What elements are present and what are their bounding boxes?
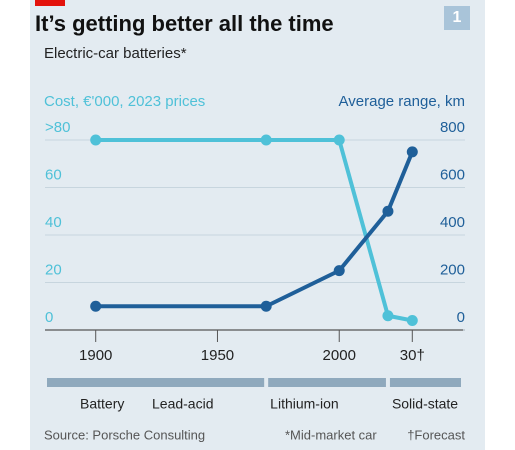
point	[90, 300, 102, 312]
y2-tick-label: 200	[440, 261, 465, 278]
point	[382, 310, 394, 322]
point	[382, 205, 394, 217]
point	[406, 146, 418, 158]
period-label: Solid-state	[392, 396, 458, 412]
period-bar	[47, 378, 265, 387]
footnote: †Forecast	[407, 427, 465, 442]
y-tick-label: >80	[45, 119, 70, 136]
period-bar	[268, 378, 386, 387]
y-tick-label: 20	[45, 261, 62, 278]
y-tick-label: 40	[45, 214, 62, 231]
x-tick-label: 30†	[400, 347, 425, 364]
footnote: *Mid-market car	[285, 427, 377, 442]
x-tick-label: 2000	[323, 347, 356, 364]
chart-subtitle: Electric-car batteries*	[44, 45, 187, 62]
point	[260, 134, 272, 146]
y-tick-label: 0	[45, 309, 53, 326]
y2-tick-label: 0	[457, 309, 465, 326]
period-bar	[389, 378, 461, 387]
point	[333, 265, 345, 277]
chart-number-box	[444, 6, 470, 30]
chart-title: It’s getting better all the time	[35, 11, 334, 36]
source: Source: Porsche Consulting	[44, 427, 205, 442]
technology-label: Battery	[80, 396, 124, 412]
point	[90, 134, 102, 146]
period-label: Lead-acid	[152, 396, 214, 412]
y-tick-label: 60	[45, 166, 62, 183]
x-tick-label: 1950	[201, 347, 234, 364]
chart-number: 1	[453, 9, 462, 26]
point	[406, 315, 418, 326]
y2-tick-label: 400	[440, 214, 465, 231]
y-axis-label: Cost, €'000, 2023 prices	[44, 93, 205, 110]
background	[30, 0, 485, 450]
point	[260, 300, 272, 312]
point	[333, 134, 345, 146]
period-label: Lithium-ion	[270, 396, 338, 412]
y2-tick-label: 600	[440, 166, 465, 183]
red-tag	[35, 0, 65, 6]
y2-tick-label: 800	[440, 119, 465, 136]
y2-axis-label: Average range, km	[339, 93, 465, 110]
x-tick-label: 1900	[79, 347, 112, 364]
